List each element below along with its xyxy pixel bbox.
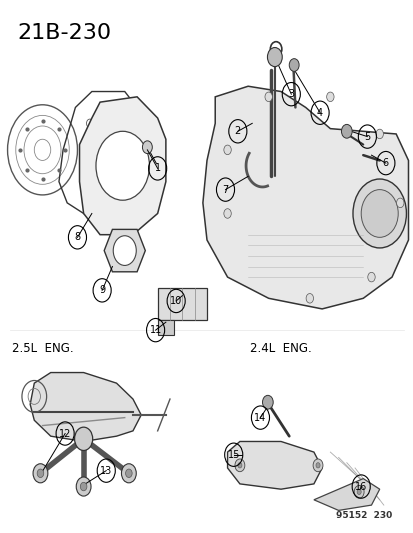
Circle shape <box>315 463 319 468</box>
Text: 4: 4 <box>316 108 323 118</box>
Text: 95152  230: 95152 230 <box>335 511 391 520</box>
Text: 8: 8 <box>74 232 81 243</box>
Polygon shape <box>227 441 321 489</box>
Text: 15: 15 <box>227 450 240 460</box>
Circle shape <box>237 463 241 468</box>
Polygon shape <box>202 86 408 309</box>
Polygon shape <box>104 229 145 272</box>
Circle shape <box>142 141 152 154</box>
Circle shape <box>33 464 48 483</box>
Circle shape <box>262 395 273 409</box>
Text: 11: 11 <box>149 325 161 335</box>
Polygon shape <box>30 373 141 441</box>
Circle shape <box>356 489 360 495</box>
Polygon shape <box>157 319 174 335</box>
Circle shape <box>305 294 313 303</box>
Circle shape <box>312 459 322 472</box>
Circle shape <box>367 272 374 282</box>
Text: 7: 7 <box>222 184 228 195</box>
Polygon shape <box>313 479 379 511</box>
Circle shape <box>223 209 231 218</box>
Text: 6: 6 <box>382 158 388 168</box>
Circle shape <box>360 190 397 237</box>
Text: 12: 12 <box>59 429 71 439</box>
Text: 2: 2 <box>234 126 240 136</box>
FancyBboxPatch shape <box>157 288 206 319</box>
Text: 9: 9 <box>99 285 105 295</box>
Circle shape <box>326 92 333 102</box>
Text: 14: 14 <box>254 413 266 423</box>
Circle shape <box>37 469 44 478</box>
Circle shape <box>121 464 136 483</box>
Text: 2.4L  ENG.: 2.4L ENG. <box>249 342 311 355</box>
Circle shape <box>125 469 132 478</box>
Circle shape <box>235 459 244 472</box>
Text: 13: 13 <box>100 466 112 475</box>
Circle shape <box>96 131 149 200</box>
Circle shape <box>289 59 298 71</box>
Circle shape <box>113 236 136 265</box>
Circle shape <box>354 486 363 498</box>
Polygon shape <box>79 97 166 235</box>
Text: 16: 16 <box>354 481 366 491</box>
Circle shape <box>341 124 351 138</box>
Text: 1: 1 <box>154 164 160 173</box>
Circle shape <box>396 198 403 208</box>
Circle shape <box>80 482 87 491</box>
Circle shape <box>74 427 93 450</box>
Circle shape <box>223 145 231 155</box>
Circle shape <box>267 47 282 67</box>
Text: 2.5L  ENG.: 2.5L ENG. <box>12 342 73 355</box>
Text: 3: 3 <box>287 89 294 99</box>
Circle shape <box>352 179 406 248</box>
Text: 21B-230: 21B-230 <box>18 22 112 43</box>
Circle shape <box>76 477 91 496</box>
Circle shape <box>375 129 382 139</box>
Circle shape <box>264 92 272 102</box>
Text: 10: 10 <box>170 296 182 306</box>
Text: 5: 5 <box>363 132 370 142</box>
